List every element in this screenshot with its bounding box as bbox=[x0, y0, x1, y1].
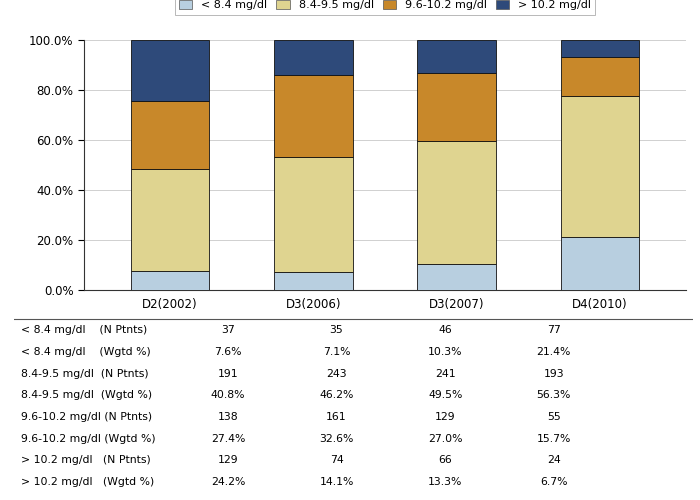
Bar bbox=[131, 169, 209, 271]
Text: 13.3%: 13.3% bbox=[428, 477, 463, 487]
Bar bbox=[131, 271, 209, 290]
Text: > 10.2 mg/dl   (Wgtd %): > 10.2 mg/dl (Wgtd %) bbox=[21, 477, 154, 487]
Text: 9.6-10.2 mg/dl (N Ptnts): 9.6-10.2 mg/dl (N Ptnts) bbox=[21, 412, 152, 422]
Text: 46.2%: 46.2% bbox=[319, 390, 354, 400]
Bar bbox=[131, 40, 209, 100]
Text: 191: 191 bbox=[218, 368, 238, 378]
Text: 15.7%: 15.7% bbox=[537, 434, 571, 444]
Bar bbox=[131, 100, 209, 169]
Bar bbox=[417, 73, 496, 140]
Text: 193: 193 bbox=[543, 368, 564, 378]
Text: 138: 138 bbox=[218, 412, 238, 422]
Bar bbox=[561, 56, 639, 96]
Text: 7.1%: 7.1% bbox=[323, 347, 350, 357]
Bar bbox=[561, 96, 639, 236]
Text: 35: 35 bbox=[330, 325, 344, 335]
Text: 241: 241 bbox=[435, 368, 456, 378]
Text: 9.6-10.2 mg/dl (Wgtd %): 9.6-10.2 mg/dl (Wgtd %) bbox=[21, 434, 155, 444]
Text: < 8.4 mg/dl    (Wgtd %): < 8.4 mg/dl (Wgtd %) bbox=[21, 347, 150, 357]
Bar bbox=[417, 264, 496, 290]
Text: 161: 161 bbox=[326, 412, 346, 422]
Bar bbox=[561, 40, 639, 56]
Text: 10.3%: 10.3% bbox=[428, 347, 463, 357]
Bar bbox=[274, 272, 353, 290]
Text: 7.6%: 7.6% bbox=[214, 347, 241, 357]
Text: 49.5%: 49.5% bbox=[428, 390, 463, 400]
Text: 243: 243 bbox=[326, 368, 346, 378]
Text: 27.4%: 27.4% bbox=[211, 434, 245, 444]
Text: 55: 55 bbox=[547, 412, 561, 422]
Text: 21.4%: 21.4% bbox=[537, 347, 571, 357]
Text: 77: 77 bbox=[547, 325, 561, 335]
Bar bbox=[274, 157, 353, 272]
Text: 66: 66 bbox=[438, 456, 452, 466]
Text: 14.1%: 14.1% bbox=[319, 477, 354, 487]
Text: 24.2%: 24.2% bbox=[211, 477, 245, 487]
Bar bbox=[417, 40, 496, 73]
Text: > 10.2 mg/dl   (N Ptnts): > 10.2 mg/dl (N Ptnts) bbox=[21, 456, 150, 466]
Text: < 8.4 mg/dl    (N Ptnts): < 8.4 mg/dl (N Ptnts) bbox=[21, 325, 147, 335]
Text: 27.0%: 27.0% bbox=[428, 434, 463, 444]
Bar bbox=[561, 236, 639, 290]
Text: 8.4-9.5 mg/dl  (N Ptnts): 8.4-9.5 mg/dl (N Ptnts) bbox=[21, 368, 148, 378]
Text: 74: 74 bbox=[330, 456, 344, 466]
Text: 40.8%: 40.8% bbox=[211, 390, 245, 400]
Text: 56.3%: 56.3% bbox=[537, 390, 571, 400]
Text: 32.6%: 32.6% bbox=[319, 434, 354, 444]
Text: 8.4-9.5 mg/dl  (Wgtd %): 8.4-9.5 mg/dl (Wgtd %) bbox=[21, 390, 152, 400]
Text: 46: 46 bbox=[438, 325, 452, 335]
Text: 6.7%: 6.7% bbox=[540, 477, 568, 487]
Bar bbox=[274, 40, 353, 75]
Bar bbox=[417, 140, 496, 264]
Text: 129: 129 bbox=[435, 412, 456, 422]
Text: 37: 37 bbox=[221, 325, 234, 335]
Text: 129: 129 bbox=[218, 456, 238, 466]
Text: 24: 24 bbox=[547, 456, 561, 466]
Legend: < 8.4 mg/dl, 8.4-9.5 mg/dl, 9.6-10.2 mg/dl, > 10.2 mg/dl: < 8.4 mg/dl, 8.4-9.5 mg/dl, 9.6-10.2 mg/… bbox=[175, 0, 595, 15]
Bar bbox=[274, 75, 353, 157]
